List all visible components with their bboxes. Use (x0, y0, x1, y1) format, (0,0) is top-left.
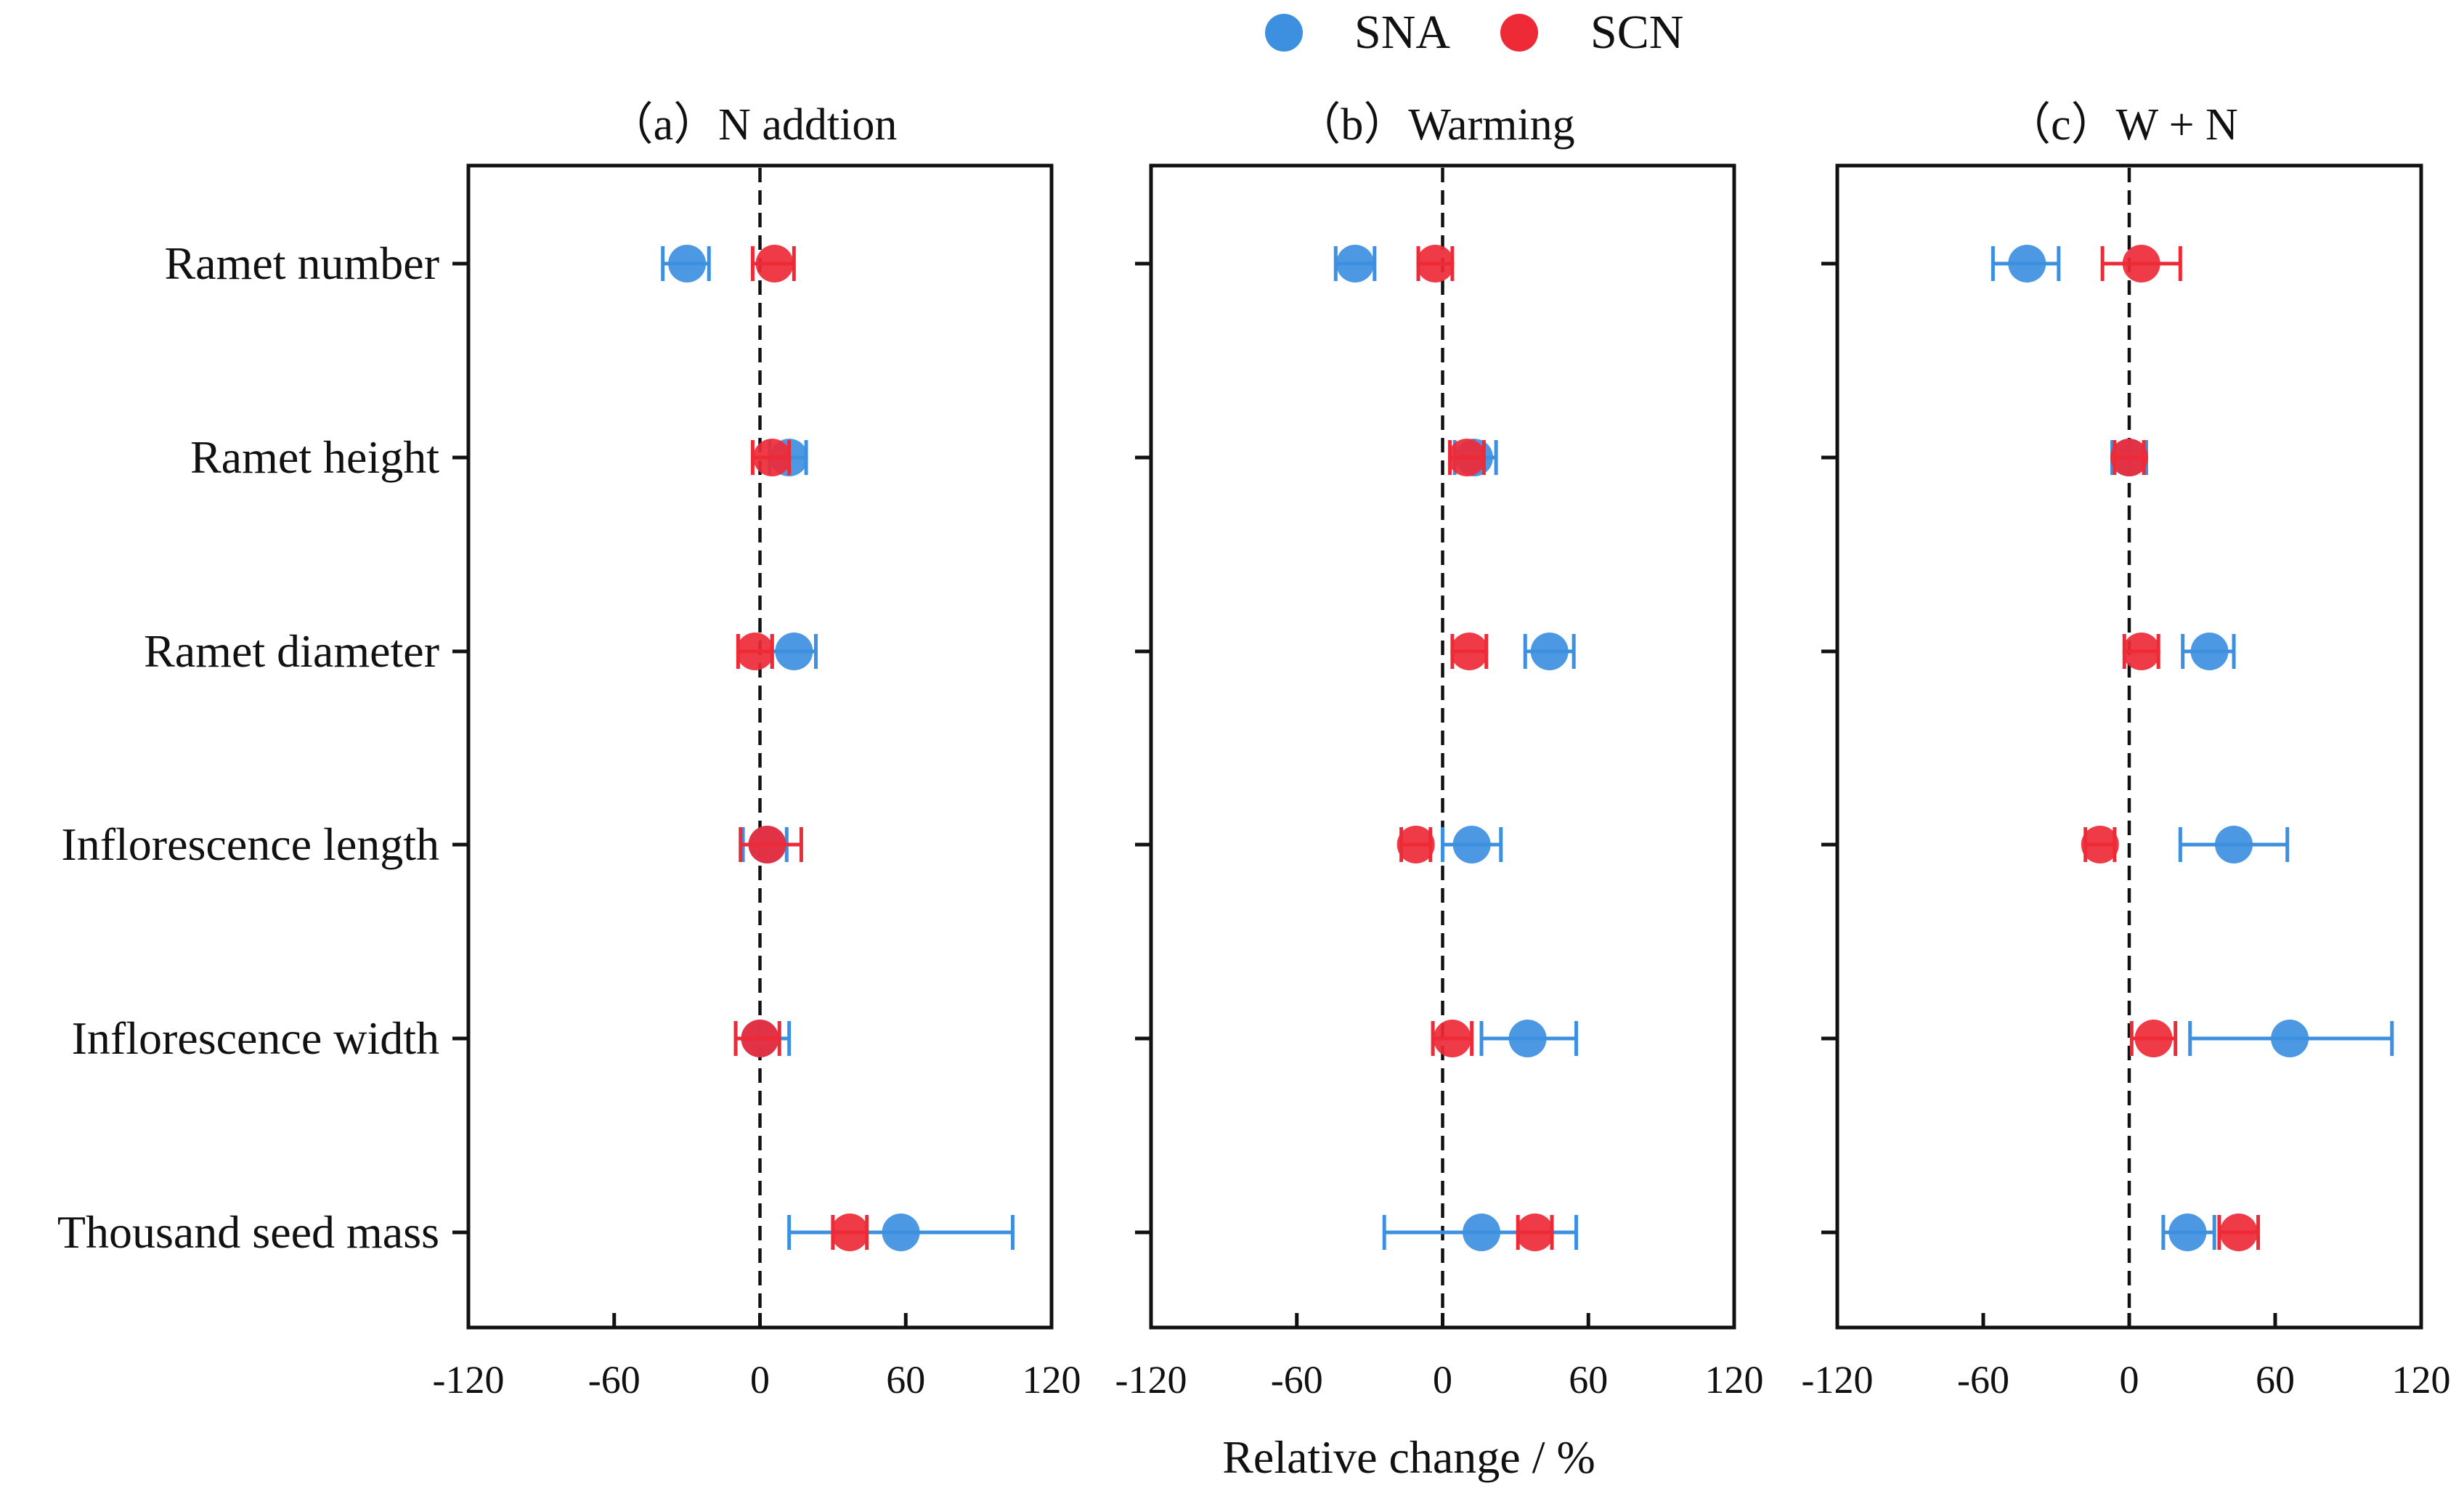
category-label: Ramet number (164, 237, 439, 289)
series-sna (661, 245, 1015, 1251)
category-label: Ramet height (190, 431, 439, 483)
x-tick-label: -120 (433, 1358, 505, 1402)
data-point (2168, 1214, 2207, 1251)
series-scn (2081, 245, 2261, 1251)
series-sna (1991, 245, 2394, 1251)
data-point (2122, 245, 2160, 282)
series-sna (1333, 245, 1579, 1251)
data-point (2215, 826, 2253, 863)
data-point (2008, 245, 2046, 282)
panels: （a）N addtion -120 -60 0 60 120 （b）Warming -120 -… (433, 100, 2451, 1402)
x-tick-label: 0 (750, 1358, 770, 1402)
legend-marker-scn (1500, 14, 1538, 52)
panel-title: （c）W + N (2006, 100, 2238, 150)
data-point (668, 245, 707, 282)
category-label: Inflorescence width (72, 1012, 439, 1064)
data-point (2134, 1020, 2173, 1057)
data-point (753, 439, 792, 476)
legend: SNA SCN (1265, 6, 1683, 59)
series-scn (733, 245, 869, 1251)
data-point (2219, 1214, 2258, 1251)
data-point (1463, 1214, 1501, 1251)
legend-label-scn: SCN (1590, 6, 1683, 59)
legend-marker-sna (1265, 14, 1303, 52)
data-point (1450, 633, 1489, 670)
category-label: Inflorescence length (61, 818, 439, 870)
x-tick-label: 120 (2392, 1358, 2451, 1402)
data-point (1416, 245, 1455, 282)
x-tick-label: -120 (1115, 1358, 1187, 1402)
x-tick-label: 120 (1705, 1358, 1764, 1402)
legend-label-sna: SNA (1354, 6, 1450, 59)
panel-2: （b）Warming -120 -60 0 60 120 (1115, 100, 1764, 1402)
x-tick-label: -60 (588, 1358, 641, 1402)
category-label: Thousand seed mass (57, 1206, 439, 1258)
data-point (1516, 1214, 1554, 1251)
x-tick-label: -120 (1802, 1358, 1874, 1402)
data-point (1336, 245, 1375, 282)
data-point (1452, 826, 1491, 863)
data-point (1433, 1020, 1471, 1057)
data-point (1447, 439, 1486, 476)
x-tick-label: 0 (1433, 1358, 1452, 1402)
data-point (2271, 1020, 2309, 1057)
data-point (1396, 826, 1435, 863)
x-tick-label: 120 (1022, 1358, 1081, 1402)
data-point (2081, 826, 2119, 863)
x-tick-label: 60 (886, 1358, 925, 1402)
panel-title: （a）N addtion (609, 100, 898, 150)
panel-1: （a）N addtion -120 -60 0 60 120 (433, 100, 1081, 1402)
data-point (1530, 633, 1569, 670)
data-point (1508, 1020, 1547, 1057)
data-point (2110, 439, 2148, 476)
x-tick-label: 60 (2256, 1358, 2295, 1402)
x-tick-label: -60 (1957, 1358, 2009, 1402)
x-tick-label: 0 (2120, 1358, 2139, 1402)
data-point (831, 1214, 869, 1251)
panel-3: （c）W + N -120 -60 0 60 120 (1802, 100, 2451, 1402)
panel-title: （b）Warming (1296, 100, 1574, 150)
series-scn (1396, 245, 1554, 1251)
category-label: Ramet diameter (144, 625, 439, 677)
x-tick-label: 60 (1569, 1358, 1608, 1402)
data-point (748, 826, 786, 863)
data-point (741, 1020, 779, 1057)
data-point (775, 633, 813, 670)
data-point (2122, 633, 2160, 670)
category-labels: Ramet number Ramet height Ramet diameter In… (57, 237, 439, 1258)
data-point (736, 633, 774, 670)
x-tick-label: -60 (1271, 1358, 1323, 1402)
data-point (882, 1214, 920, 1251)
data-point (2190, 633, 2229, 670)
x-axis-label: Relative change / % (1222, 1431, 1595, 1483)
data-point (755, 245, 794, 282)
